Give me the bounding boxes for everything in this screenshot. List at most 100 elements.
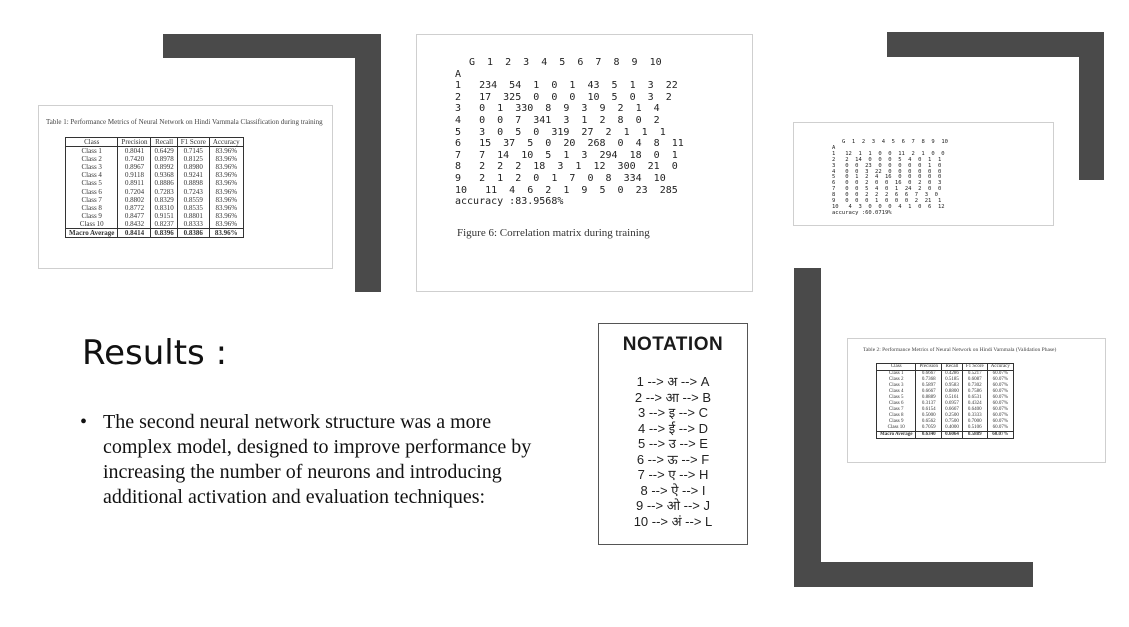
table-cell: 60.07% xyxy=(987,425,1014,432)
table-cell: Class 8 xyxy=(64,203,119,212)
table-cell: 0.5897 xyxy=(915,383,943,389)
matrix-row: 4 0 0 7 341 3 1 2 8 0 2 xyxy=(455,114,660,126)
table-cell: 0.8125 xyxy=(177,155,210,164)
matrix-row: 3 0 1 330 8 9 3 9 2 1 4 xyxy=(455,103,660,115)
table-row: Class 9 0.8477 0.9151 0.8801 83.96% xyxy=(64,211,244,220)
table-cell: 0.7000 xyxy=(962,419,988,425)
table2-card: Table 2: Performance Metrics of Neural N… xyxy=(847,338,1106,463)
notation-item: 4 --> ई --> D xyxy=(638,420,708,436)
table-cell: 0.6562 xyxy=(915,419,943,425)
matrix-row: 10 11 4 6 2 1 9 5 0 23 285 xyxy=(455,184,678,196)
table-row: Class 6 0.7204 0.7283 0.7243 83.96% xyxy=(64,187,244,196)
table-row: Class 7 0.8802 0.8329 0.8559 83.96% xyxy=(64,195,244,204)
frame-bar-bottom-left-horizontal xyxy=(794,562,1033,587)
frame-bar-top-right-horizontal xyxy=(887,32,1104,57)
table-cell: 0.7302 xyxy=(962,383,988,389)
notation-item: 10 --> अं --> L xyxy=(633,513,713,529)
notation-item: 8 --> ऐ --> I xyxy=(640,482,706,498)
table-cell: 0.6087 xyxy=(962,377,988,383)
matrix-row: 8 0 0 2 2 2 6 6 7 3 0 xyxy=(832,192,938,199)
table-cell: 0.8386 xyxy=(177,228,210,239)
matrix-row: 8 2 2 2 18 3 1 12 300 21 0 xyxy=(455,161,678,173)
table-cell: 0.7420 xyxy=(117,155,152,164)
table-row: Class 7 0.6154 0.6667 0.6400 60.07% xyxy=(875,407,1014,413)
notation-item: 2 --> आ --> B xyxy=(634,389,712,405)
table-cell: Class 6 xyxy=(64,187,119,196)
table-cell: 0.8992 xyxy=(150,163,178,172)
matrix-row: 7 0 0 5 4 0 1 24 2 0 0 xyxy=(832,186,942,193)
matrix-row: 10 4 3 0 0 0 4 1 0 6 12 xyxy=(832,203,945,210)
matrix1-accuracy: accuracy :83.9568% xyxy=(455,196,564,208)
table-row: Class 8 0.5000 0.2500 0.3333 60.07% xyxy=(875,413,1014,419)
table1-column-header: Accuracy xyxy=(209,136,244,148)
notation-title: NOTATION xyxy=(622,334,724,355)
table-cell: 0.9151 xyxy=(150,211,178,220)
table-cell: 0.8559 xyxy=(177,195,210,204)
table-row: Class 5 0.8911 0.8886 0.8898 83.96% xyxy=(64,179,244,188)
table-cell: Macro Average xyxy=(875,431,917,439)
notation-item: 1 --> अ --> A xyxy=(636,374,710,389)
table-cell: 0.8802 xyxy=(117,195,152,204)
table2-caption: Table 2: Performance Metrics of Neural N… xyxy=(863,347,1057,353)
table-row: Class 5 0.8889 0.5161 0.6531 60.07% xyxy=(875,395,1014,401)
matrix1-block: G 1 2 3 4 5 6 7 8 9 10 A 1 234 54 1 0 1 … xyxy=(455,57,684,208)
table-cell: 0.8980 xyxy=(177,163,210,172)
table-cell: 0.8535 xyxy=(177,203,210,212)
table-cell: Class 2 xyxy=(64,155,119,164)
table-cell: 0.9241 xyxy=(177,171,210,180)
matrix-row: 5 3 0 5 0 319 27 2 1 1 1 xyxy=(455,126,666,138)
table1: Class Precision Recall F1 Score Accuracy Clas… xyxy=(64,136,244,239)
frame-bar-top-right-vertical xyxy=(1079,32,1104,180)
table-row: Class 1 0.6667 0.4286 0.5217 60.07% xyxy=(875,370,1014,377)
matrix-row: 4 0 0 3 22 0 0 0 0 0 0 xyxy=(832,168,942,175)
notation-item: 6 --> ऊ --> F xyxy=(636,451,710,467)
table-cell: 83.96% xyxy=(209,179,244,188)
table-cell: 0.2500 xyxy=(941,413,963,419)
table-cell: 0.5889 xyxy=(962,431,988,439)
table-cell: 83.96% xyxy=(209,195,244,204)
matrix-row: 9 0 0 0 1 0 0 0 2 21 1 xyxy=(832,198,942,205)
table-cell: 60.07% xyxy=(987,370,1014,377)
table-cell: 0.4324 xyxy=(962,401,988,407)
table-cell: Class 9 xyxy=(64,211,119,220)
matrix-row: 1 12 1 1 0 0 11 2 1 0 0 xyxy=(832,150,945,157)
table-cell: Class 5 xyxy=(875,395,917,401)
table-cell: 60.07% xyxy=(987,377,1014,383)
table1-average-row: Macro Average 0.8414 0.8396 0.8386 83.96% xyxy=(64,228,244,239)
table-cell: 60.07% xyxy=(987,383,1014,389)
table-cell: 0.7145 xyxy=(177,146,210,156)
matrix-row: 7 7 14 10 5 1 3 294 18 0 1 xyxy=(455,149,678,161)
table-cell: Class 1 xyxy=(64,146,119,156)
table-cell: 0.8041 xyxy=(117,146,152,156)
bullet-text: The second neural network structure was … xyxy=(103,411,532,508)
frame-bar-top-left-vertical xyxy=(355,34,381,292)
table-cell: Class 7 xyxy=(875,407,917,413)
table-cell: 83.96% xyxy=(209,219,244,229)
table-cell: 0.8432 xyxy=(117,219,152,229)
notation-item: 7 --> ए --> H xyxy=(637,467,709,482)
matrix-row: 2 2 14 0 0 0 5 4 0 1 1 xyxy=(832,156,942,163)
table-cell: 0.8886 xyxy=(150,179,178,188)
table-cell: 0.8310 xyxy=(150,203,178,212)
table-cell: 0.7283 xyxy=(150,187,178,196)
table-cell: 0.3333 xyxy=(962,413,988,419)
table2-column-header: Recall xyxy=(941,363,963,371)
table-cell: 0.6531 xyxy=(962,395,988,401)
table-row: Class 3 0.5897 0.9583 0.7302 60.07% xyxy=(875,383,1014,389)
matrix1-row-label: A xyxy=(455,68,462,80)
table-row: Class 10 0.7059 0.4000 0.5106 60.07% xyxy=(875,425,1014,432)
table-cell: 0.8329 xyxy=(150,195,178,204)
table-cell: 0.8898 xyxy=(177,179,210,188)
table-cell: Class 4 xyxy=(64,171,119,180)
table-cell: 0.6957 xyxy=(941,401,963,407)
table-cell: 0.7368 xyxy=(915,377,943,383)
table-cell: 0.4286 xyxy=(941,370,963,377)
table-cell: 0.8414 xyxy=(117,228,152,239)
table-cell: 0.6667 xyxy=(941,407,963,413)
notation-item: 5 --> उ --> E xyxy=(638,436,708,451)
table-cell: 0.8333 xyxy=(177,219,210,229)
table1-column-header: Recall xyxy=(150,136,178,148)
notation-item: 3 --> इ --> C xyxy=(638,405,708,420)
table-cell: 0.8772 xyxy=(117,203,152,212)
matrix-row: 5 0 1 2 4 16 0 0 0 0 0 xyxy=(832,174,942,181)
